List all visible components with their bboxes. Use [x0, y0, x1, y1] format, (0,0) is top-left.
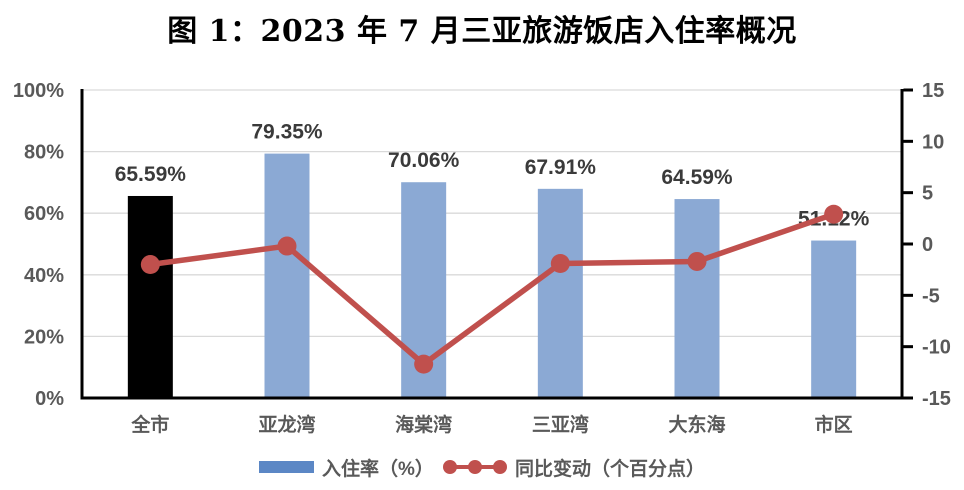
- right-axis-label: -5: [922, 285, 940, 307]
- line-marker-市区: [824, 204, 844, 224]
- right-axis-label: -10: [922, 337, 951, 359]
- bar-swatch-icon: [259, 461, 315, 473]
- line-marker-全市: [140, 255, 160, 275]
- left-axis-label: 20%: [24, 326, 64, 348]
- category-label-大东海: 大东海: [668, 413, 725, 436]
- line-marker-海棠湾: [414, 354, 434, 374]
- category-label-市区: 市区: [815, 413, 853, 436]
- bar-value-label-三亚湾: 67.91%: [525, 156, 597, 179]
- category-label-三亚湾: 三亚湾: [532, 413, 589, 436]
- left-axis-label: 80%: [24, 142, 64, 164]
- category-label-海棠湾: 海棠湾: [395, 413, 452, 436]
- category-label-全市: 全市: [130, 413, 169, 436]
- bar-市区: [811, 240, 857, 398]
- left-axis-label: 0%: [35, 388, 64, 410]
- yoy-change-line: [149, 211, 835, 368]
- bar-大东海: [674, 199, 720, 398]
- bar-全市: [127, 195, 173, 398]
- chart-title: 图 1：2023 年 7 月三亚旅游饭店入住率概况: [167, 14, 797, 49]
- bar-亚龙湾: [264, 153, 310, 398]
- line-marker-swatch-icon: [442, 460, 507, 474]
- legend-label-occupancy: 入住率（%）: [322, 458, 434, 480]
- left-axis-label: 100%: [13, 80, 64, 102]
- left-axis-label: 60%: [24, 203, 64, 225]
- right-axis-label: 15: [922, 80, 944, 102]
- bar-value-label-亚龙湾: 79.35%: [251, 121, 323, 144]
- bar-value-label-全市: 65.59%: [115, 163, 187, 186]
- right-axis-label: 10: [922, 131, 944, 153]
- category-label-亚龙湾: 亚龙湾: [258, 413, 315, 436]
- right-axis-label: 0: [922, 234, 933, 256]
- bar-value-label-海棠湾: 70.06%: [388, 149, 460, 172]
- legend-item-yoy-change: 同比变动（个百分点）: [442, 454, 705, 481]
- legend-item-occupancy: 入住率（%）: [259, 454, 434, 481]
- line-marker-三亚湾: [550, 254, 570, 274]
- chart-legend: 入住率（%） 同比变动（个百分点）: [0, 452, 964, 482]
- bar-value-label-大东海: 64.59%: [661, 166, 733, 189]
- bar-三亚湾: [537, 188, 583, 398]
- line-marker-大东海: [687, 251, 707, 271]
- right-axis-label: 5: [922, 183, 933, 205]
- legend-label-yoy-change: 同比变动（个百分点）: [514, 458, 705, 480]
- left-axis-label: 40%: [24, 265, 64, 287]
- right-axis-label: -15: [922, 388, 951, 410]
- line-marker-亚龙湾: [277, 236, 297, 256]
